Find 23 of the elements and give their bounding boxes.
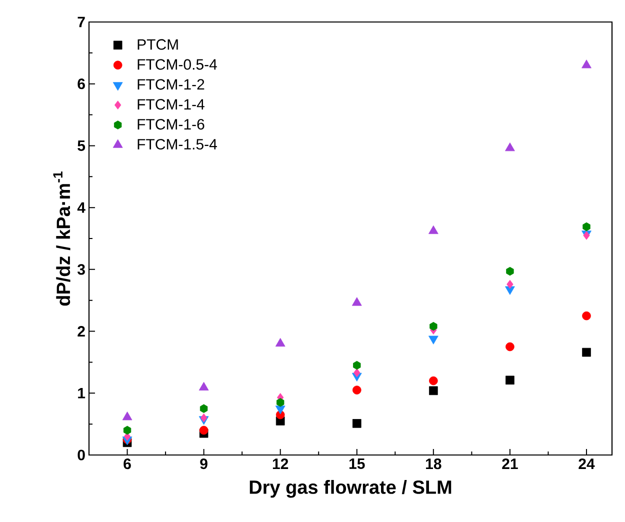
y-tick-label: 7 bbox=[78, 16, 85, 28]
x-tick-label: 9 bbox=[200, 458, 208, 470]
y-tick-label: 6 bbox=[78, 78, 85, 90]
x-tick-label: 18 bbox=[426, 458, 442, 470]
y-tick-label: 0 bbox=[78, 450, 85, 460]
x-tick-label: 12 bbox=[272, 458, 288, 469]
y-tick-label: 3 bbox=[77, 264, 85, 275]
x-tick-label: 6 bbox=[124, 458, 131, 470]
legend-label: PTCM bbox=[138, 39, 178, 50]
legend-label: FTCM-1-6 bbox=[138, 118, 204, 130]
legend-label: FTCM-1-4 bbox=[138, 99, 204, 110]
x-tick-label: 15 bbox=[349, 458, 365, 469]
legend-label: FTCM-0.5-4 bbox=[138, 59, 217, 70]
x-tick-label: 24 bbox=[578, 458, 595, 469]
legend-label: FTCM-1-2 bbox=[138, 79, 204, 90]
y-axis-title: dP/dz / kPa·m$^{-1}$ bbox=[53, 171, 70, 306]
y-tick-label: 5 bbox=[78, 140, 86, 151]
x-axis-title: Dry gas flowrate / SLM bbox=[250, 480, 452, 498]
y-tick-label: 4 bbox=[77, 202, 86, 213]
x-tick-label: 21 bbox=[502, 458, 518, 469]
y-tick-label: 1 bbox=[78, 388, 86, 398]
legend-label: FTCM-1.5-4 bbox=[138, 138, 217, 150]
y-tick-label: 2 bbox=[78, 326, 85, 337]
